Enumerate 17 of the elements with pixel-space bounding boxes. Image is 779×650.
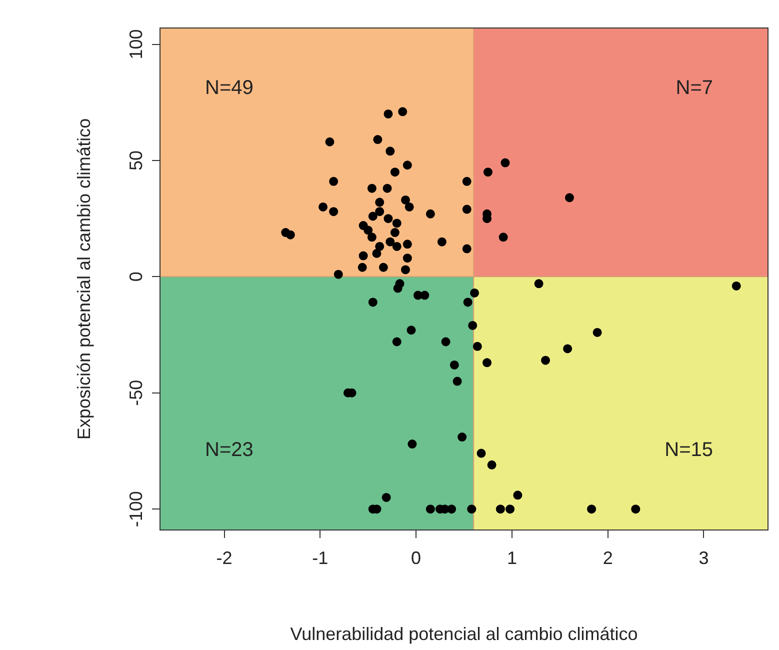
x-tick-label: 1 — [506, 548, 517, 568]
x-tick-label: 3 — [698, 548, 709, 568]
annotation: N=23 — [205, 439, 254, 461]
annotation: N=49 — [205, 77, 254, 99]
y-tick-label: 0 — [126, 272, 146, 282]
y-tick-label: 100 — [126, 29, 146, 60]
y-axis-title: Exposición potencial al cambio climático — [74, 118, 94, 440]
y-tick-label: -100 — [126, 491, 146, 528]
x-axis-title: Vulnerabilidad potencial al cambio climático — [290, 624, 638, 644]
x-tick-label: 0 — [411, 548, 422, 568]
y-tick-label: -50 — [126, 380, 146, 406]
annotation: N=15 — [664, 439, 713, 461]
x-tick-label: 2 — [602, 548, 613, 568]
annotation: N=7 — [676, 77, 713, 99]
y-tick-label: 50 — [126, 150, 146, 170]
x-tick-label: -2 — [216, 548, 232, 568]
x-tick-label: -1 — [312, 548, 328, 568]
